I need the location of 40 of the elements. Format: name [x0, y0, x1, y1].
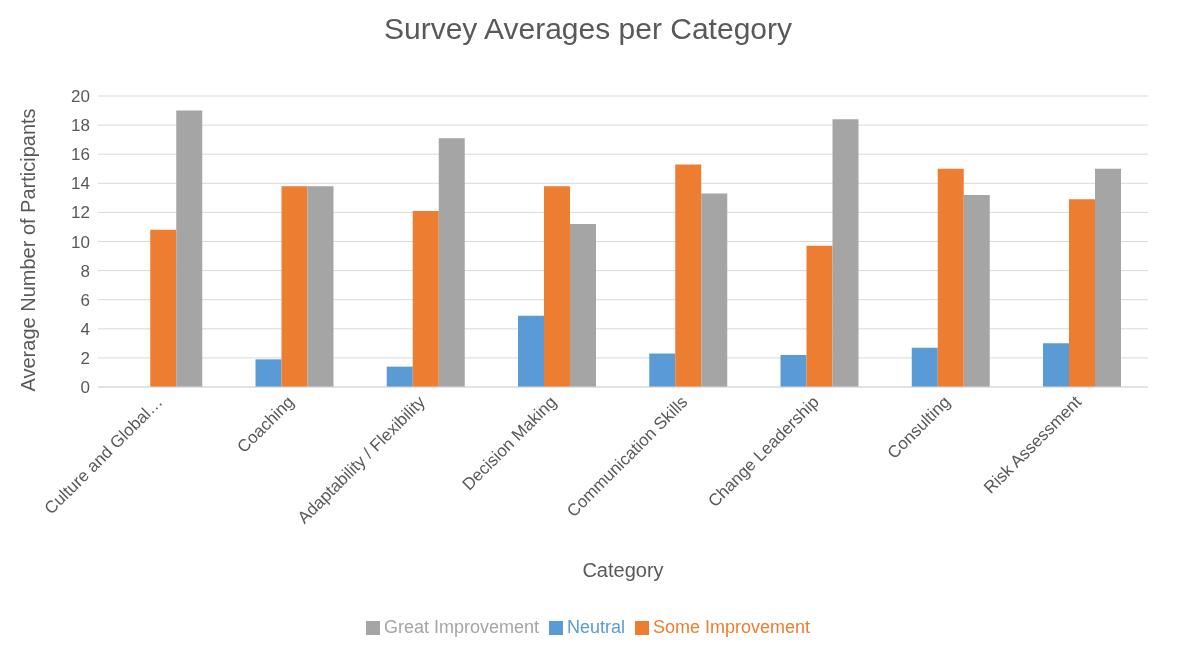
bar [544, 186, 570, 387]
y-tick-label: 14 [71, 174, 90, 194]
bar [1095, 168, 1121, 387]
bar [806, 245, 833, 387]
bar [255, 359, 282, 387]
bar [911, 347, 938, 387]
bar [176, 110, 203, 387]
y-tick-label: 4 [80, 319, 90, 339]
bar [1043, 343, 1069, 387]
y-axis-title: Average Number of Participants [17, 108, 40, 392]
bar [832, 119, 859, 387]
bar [438, 138, 465, 387]
y-tick-label: 2 [80, 348, 90, 368]
legend-label: Some Improvement [653, 617, 811, 637]
y-tick-label: 20 [71, 87, 90, 107]
bar [518, 315, 544, 387]
bar [386, 366, 413, 387]
bar [780, 354, 807, 387]
y-tick-label: 8 [80, 261, 90, 281]
legend-label: Neutral [566, 617, 626, 637]
bar [675, 164, 702, 387]
y-tick-label: 6 [80, 290, 90, 310]
y-tick-label: 18 [71, 116, 90, 136]
x-axis-title: Category [582, 559, 664, 581]
y-tick-label: 16 [71, 145, 90, 165]
legend-label: Great Improvement [383, 617, 539, 637]
bar [281, 186, 308, 387]
bar [937, 168, 964, 387]
bar [570, 224, 596, 387]
bar [1069, 199, 1095, 387]
bar [307, 186, 334, 387]
y-tick-label: 12 [71, 203, 90, 223]
bar [701, 193, 728, 387]
bar [412, 210, 439, 387]
bar [150, 229, 177, 387]
y-tick-label: 10 [71, 232, 90, 252]
chart-title: Survey Averages per Category [383, 11, 793, 47]
y-tick-label: 0 [80, 378, 90, 398]
bar [649, 353, 676, 387]
bar [963, 194, 990, 387]
